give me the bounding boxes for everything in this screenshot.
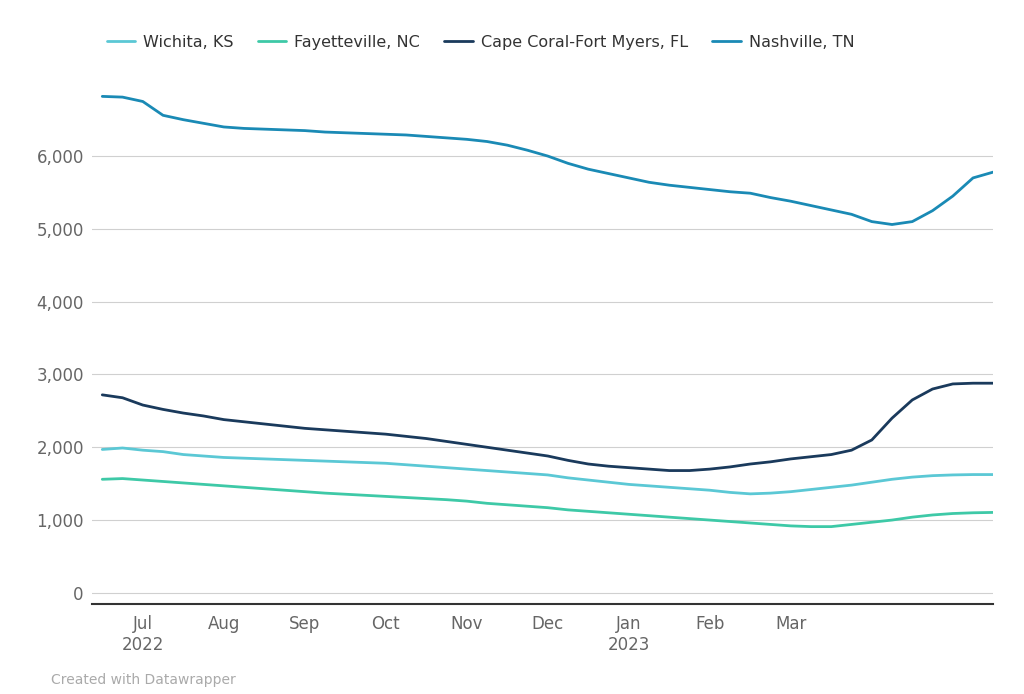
Text: Created with Datawrapper: Created with Datawrapper <box>51 673 236 687</box>
Legend: Wichita, KS, Fayetteville, NC, Cape Coral-Fort Myers, FL, Nashville, TN: Wichita, KS, Fayetteville, NC, Cape Cora… <box>100 29 861 57</box>
